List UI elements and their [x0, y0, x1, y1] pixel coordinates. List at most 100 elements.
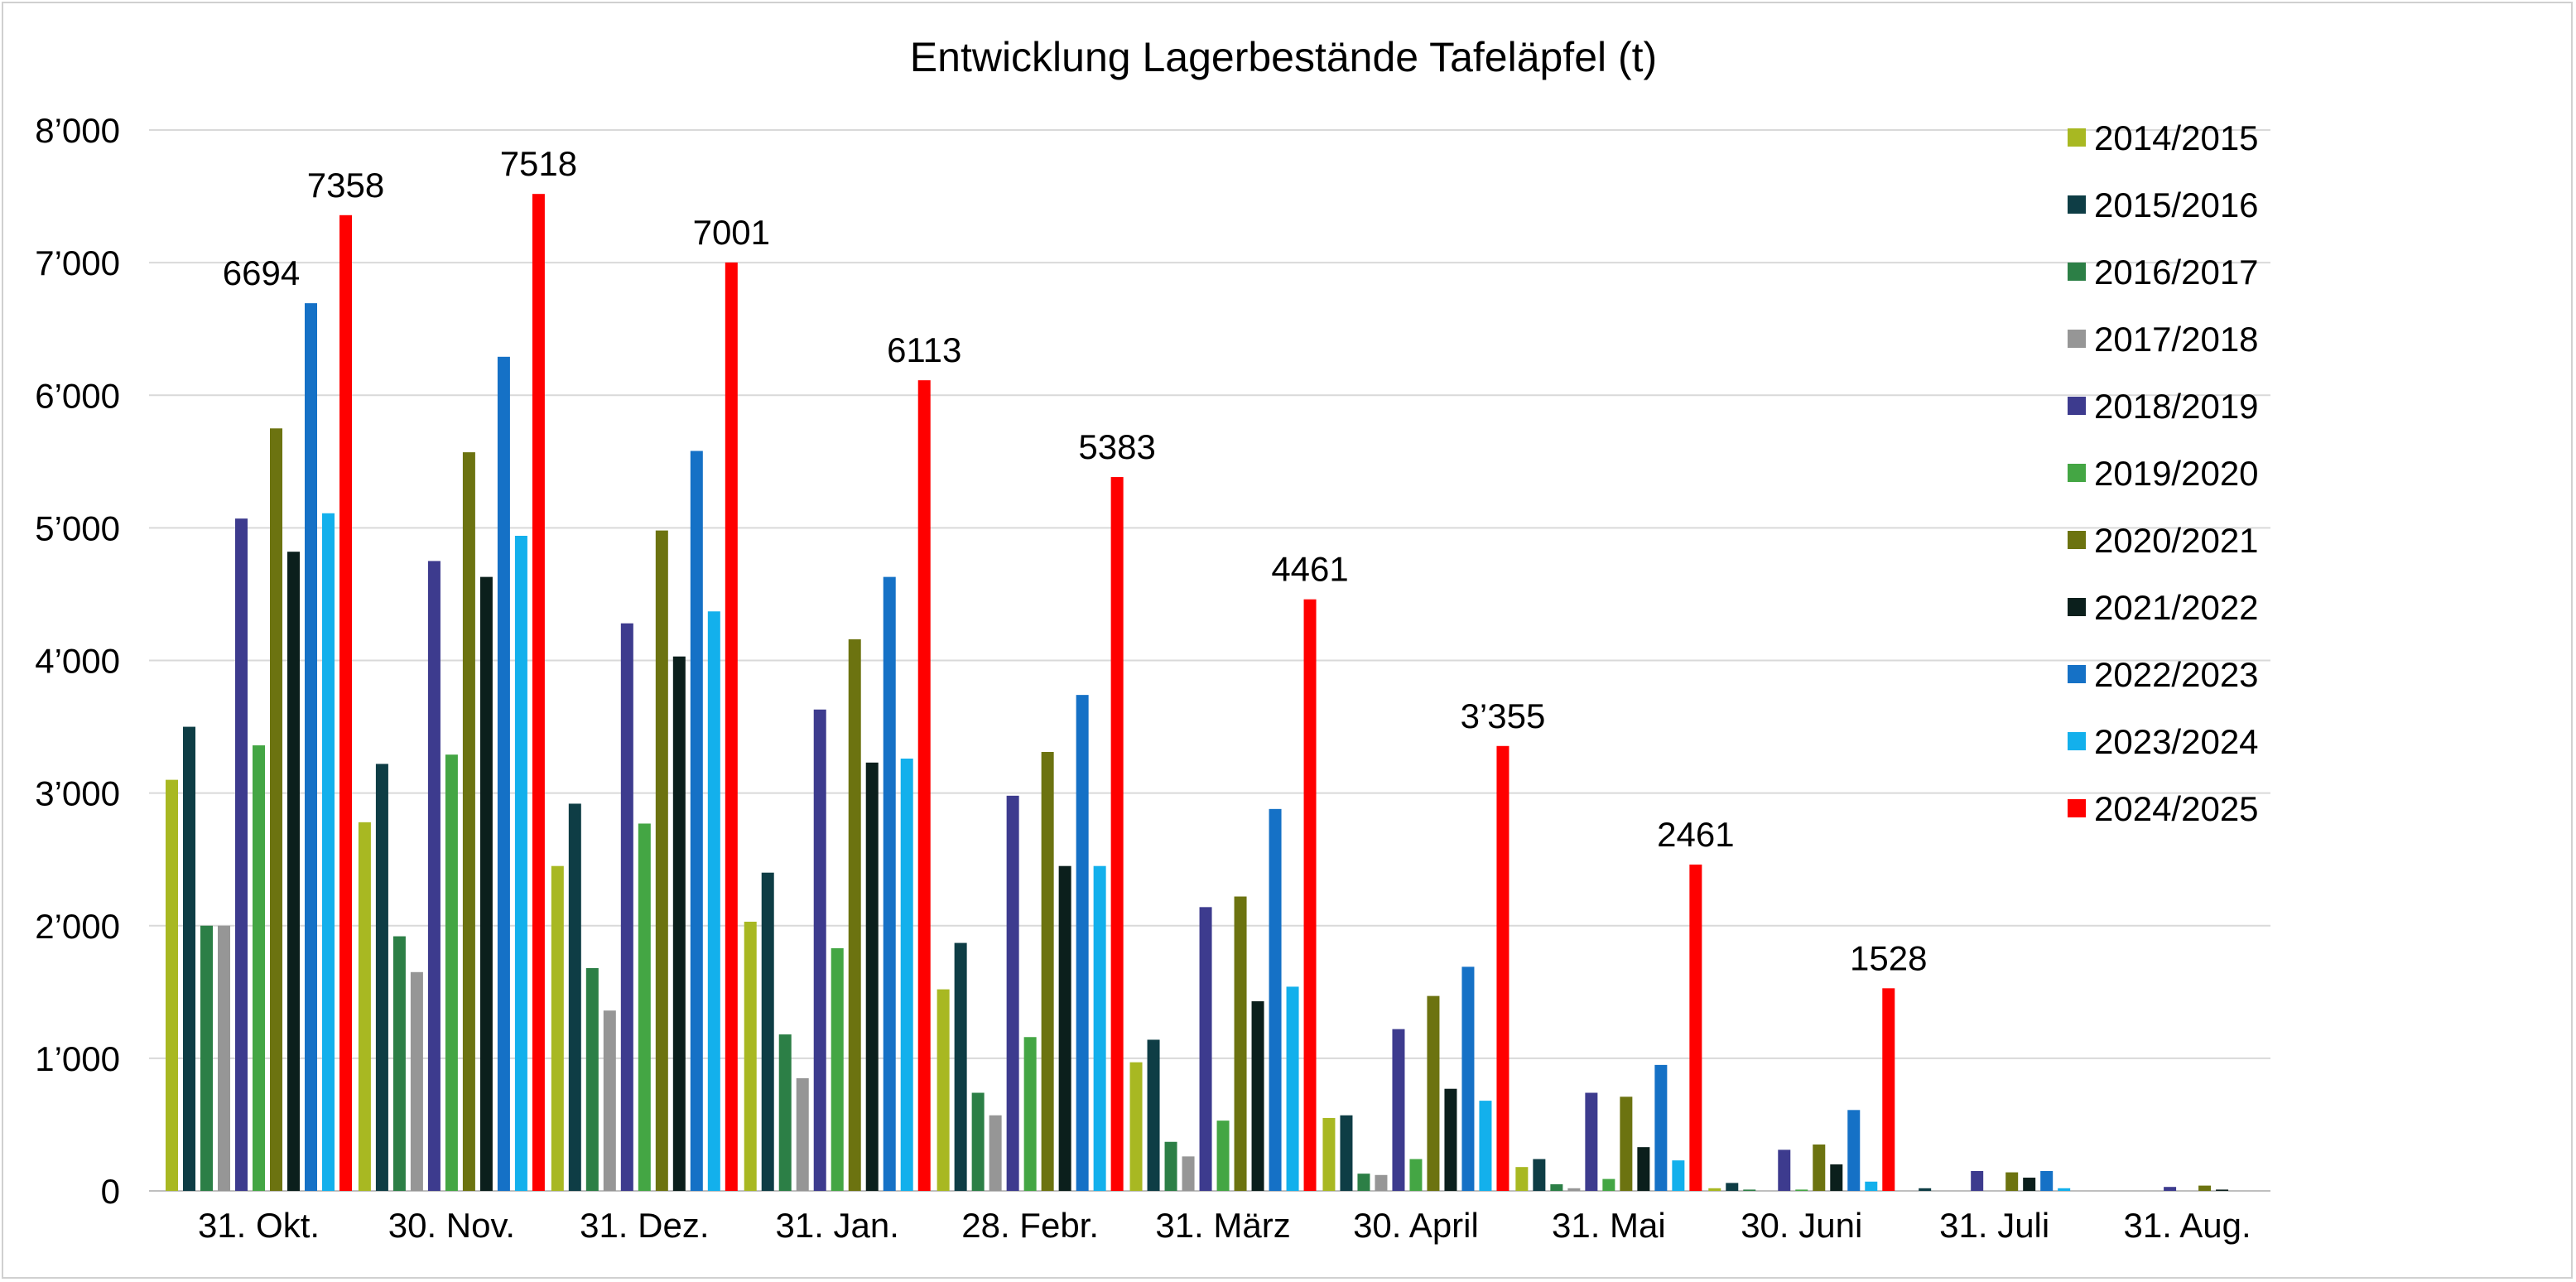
bar [1515, 1167, 1529, 1191]
legend-label: 2014/2015 [2094, 118, 2259, 157]
legend-swatch [2068, 531, 2086, 549]
bar [2005, 1172, 2019, 1191]
bar [1322, 1117, 1336, 1191]
x-tick-label: 31. Juli [1939, 1206, 2049, 1245]
legend-swatch [2068, 195, 2086, 214]
bar [813, 709, 826, 1191]
bar [937, 989, 950, 1191]
bar [2023, 1177, 2036, 1191]
bar [2058, 1188, 2071, 1191]
bar [954, 942, 967, 1191]
bar [1234, 896, 1247, 1191]
bar [183, 726, 195, 1191]
bar [462, 452, 475, 1191]
bar [1602, 1178, 1615, 1191]
bar [585, 967, 599, 1191]
bar [1585, 1092, 1598, 1191]
bar [1286, 986, 1299, 1191]
bar [1023, 1037, 1037, 1191]
bar [638, 823, 651, 1191]
bar [305, 303, 317, 1191]
bar [900, 758, 913, 1191]
bar [532, 194, 545, 1191]
x-axis-ticks: 31. Okt. 30. Nov. 31. Dez. 31. Jan. 28. Febr… [198, 1206, 2251, 1245]
bar [1919, 1188, 1932, 1191]
data-label: 3’355 [1461, 696, 1546, 735]
bar [200, 925, 213, 1191]
legend-swatch [2068, 128, 2086, 147]
bar [1444, 1088, 1457, 1191]
y-tick-label: 8’000 [35, 111, 120, 150]
bar [1303, 599, 1317, 1191]
legend-label: 2024/2025 [2094, 789, 2259, 828]
x-tick-label: 31. Jan. [776, 1206, 899, 1245]
legend-swatch [2068, 732, 2086, 750]
bar [1830, 1164, 1843, 1191]
bar [551, 865, 564, 1191]
bar [445, 754, 458, 1191]
bar [1427, 995, 1440, 1191]
bar [1461, 966, 1475, 1191]
data-label: 5383 [1078, 427, 1155, 466]
legend-label: 2018/2019 [2094, 387, 2259, 426]
x-tick-label: 28. Febr. [961, 1206, 1099, 1245]
y-tick-label: 3’000 [35, 774, 120, 813]
bar [1726, 1183, 1739, 1191]
legend-label: 2019/2020 [2094, 454, 2259, 493]
bar [1392, 1029, 1405, 1191]
y-tick-label: 2’000 [35, 907, 120, 946]
legend-label: 2020/2021 [2094, 521, 2259, 560]
bar [1409, 1159, 1423, 1191]
bar [725, 262, 738, 1192]
legend-label: 2022/2023 [2094, 655, 2259, 694]
bar [917, 380, 931, 1191]
bar [1743, 1189, 1756, 1191]
bar [690, 451, 703, 1191]
x-tick-label: 30. Juni [1741, 1206, 1862, 1245]
bar [479, 576, 493, 1191]
bar [1971, 1170, 1984, 1191]
x-tick-label: 31. Dez. [580, 1206, 709, 1245]
bar [2198, 1185, 2212, 1191]
bar [707, 611, 720, 1191]
data-label: 4461 [1271, 550, 1348, 589]
legend-label: 2017/2018 [2094, 320, 2259, 359]
legend-swatch [2068, 330, 2086, 348]
bar [287, 552, 300, 1191]
bar [375, 764, 388, 1191]
bar [1182, 1156, 1195, 1191]
bar [1847, 1110, 1861, 1191]
bar [218, 925, 230, 1191]
bar [1076, 695, 1089, 1191]
legend-label: 2023/2024 [2094, 722, 2259, 761]
bar [1689, 864, 1702, 1191]
bar [831, 947, 844, 1191]
bar [1251, 1001, 1264, 1191]
legend-swatch [2068, 263, 2086, 281]
bar [603, 1010, 616, 1191]
bar [672, 656, 686, 1191]
bar [1637, 1147, 1650, 1191]
bar [410, 971, 423, 1191]
data-label: 6113 [887, 330, 961, 369]
y-tick-label: 5’000 [35, 508, 120, 547]
x-tick-label: 30. Nov. [388, 1206, 515, 1245]
bar [620, 623, 633, 1191]
bar [1882, 988, 1895, 1191]
bar [358, 822, 371, 1191]
bar [2164, 1187, 2177, 1191]
x-tick-label: 30. April [1353, 1206, 1479, 1245]
bar [514, 535, 527, 1191]
data-label: 2461 [1657, 815, 1734, 854]
bar [1496, 745, 1509, 1191]
bar [1041, 751, 1054, 1191]
bar [1672, 1160, 1685, 1191]
bar [1058, 865, 1071, 1191]
data-label: 1528 [1850, 938, 1927, 977]
bar [989, 1115, 1002, 1191]
x-tick-label: 31. März [1155, 1206, 1290, 1245]
bar [270, 428, 282, 1191]
bar [1550, 1183, 1563, 1191]
legend-label: 2016/2017 [2094, 253, 2259, 292]
